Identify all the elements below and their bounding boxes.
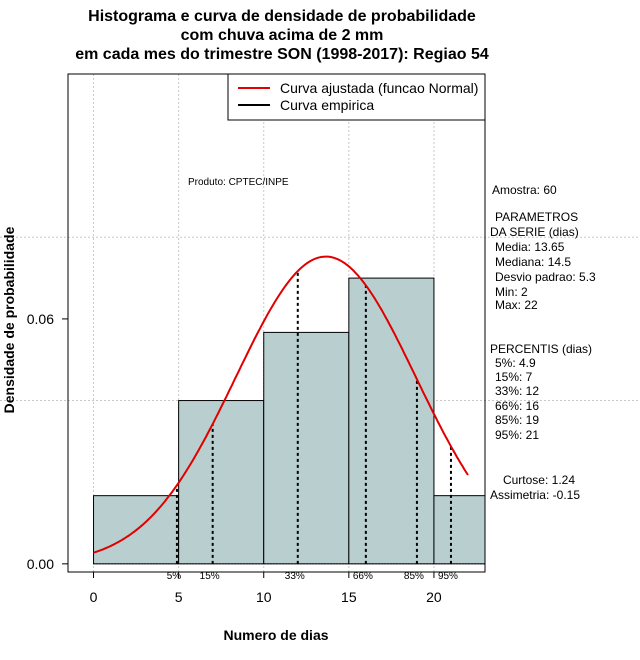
y-tick-label: 0.06 bbox=[27, 311, 54, 327]
x-tick-label: 15 bbox=[341, 589, 357, 605]
x-tick-label: 10 bbox=[256, 589, 272, 605]
stats-annotation-line: Min: 2 bbox=[495, 285, 528, 299]
percentile-label: 5% bbox=[167, 571, 182, 582]
legend-label: Curva ajustada (funcao Normal) bbox=[280, 80, 478, 96]
product-credit: Produto: CPTEC/INPE bbox=[188, 177, 289, 188]
x-tick-label: 5 bbox=[175, 589, 183, 605]
y-tick-label: 0.00 bbox=[27, 556, 54, 572]
stats-annotation-line: 95%: 21 bbox=[495, 428, 539, 442]
stats-annotation-line: 5%: 4.9 bbox=[495, 356, 536, 370]
stats-annotation-line: Curtose: 1.24 bbox=[503, 473, 575, 487]
x-tick-label: 20 bbox=[426, 589, 442, 605]
x-axis-label: Numero de dias bbox=[223, 627, 328, 643]
stats-annotation-line: 15%: 7 bbox=[495, 370, 533, 384]
stats-annotation-line: DA SERIE (dias) bbox=[490, 225, 579, 239]
stats-annotation-line: Amostra: 60 bbox=[492, 183, 557, 197]
percentile-label: 15% bbox=[200, 571, 220, 582]
legend-box bbox=[227, 73, 486, 121]
normal-fit-curve bbox=[93, 255, 469, 554]
histogram-bar bbox=[433, 495, 486, 565]
stats-annotation-line: PERCENTIS (dias) bbox=[490, 342, 592, 356]
percentile-label: 95% bbox=[438, 571, 458, 582]
stats-annotation-line: 85%: 19 bbox=[495, 413, 539, 427]
x-tick-label: 0 bbox=[90, 589, 98, 605]
histogram-bar bbox=[263, 331, 350, 565]
percentile-label: 85% bbox=[404, 571, 424, 582]
stats-annotation-line: PARAMETROS bbox=[495, 210, 578, 224]
chart-title-line-1: Histograma e curva de densidade de proba… bbox=[88, 8, 476, 25]
y-axis-label: Densidade de probabilidade bbox=[1, 226, 17, 413]
percentile-label: 33% bbox=[285, 571, 305, 582]
stats-annotation-line: 66%: 16 bbox=[495, 399, 539, 413]
stats-annotation-line: Max: 22 bbox=[495, 298, 538, 312]
percentile-label: 66% bbox=[353, 571, 373, 582]
stats-annotation-line: Desvio padrao: 5.3 bbox=[495, 270, 596, 284]
stats-annotation-line: Mediana: 14.5 bbox=[495, 255, 571, 269]
chart-title-line-3: em cada mes do trimestre SON (1998-2017)… bbox=[75, 46, 489, 63]
stats-annotation-line: Assimetria: -0.15 bbox=[490, 488, 580, 502]
chart-title-line-2: com chuva acima de 2 mm bbox=[181, 27, 384, 44]
histogram-bar bbox=[178, 400, 265, 565]
histogram-bar bbox=[348, 277, 435, 565]
stats-annotation-line: 33%: 12 bbox=[495, 384, 539, 398]
stats-annotation-line: Media: 13.65 bbox=[495, 240, 565, 254]
legend-label: Curva empirica bbox=[280, 97, 374, 113]
